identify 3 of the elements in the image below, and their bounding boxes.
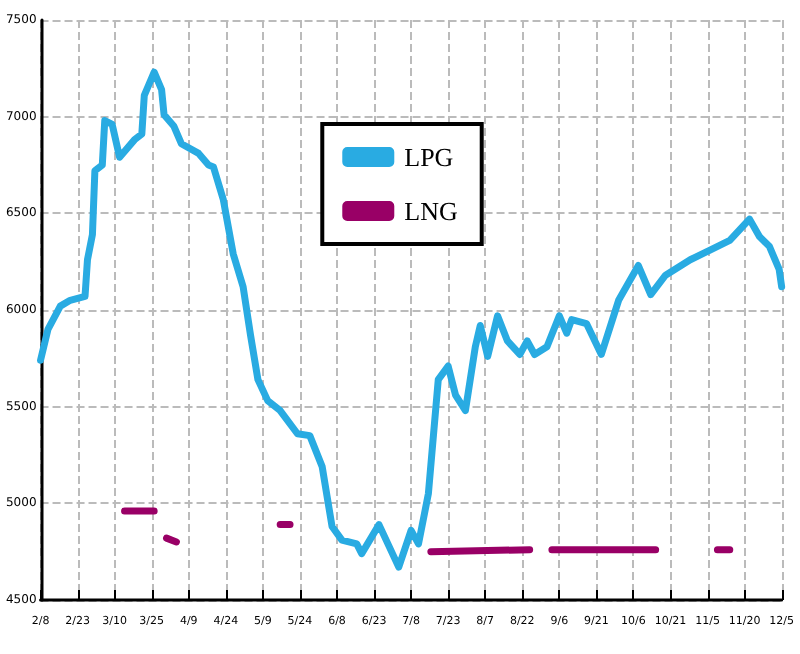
- line-series: [37, 68, 786, 571]
- legend-label: LPG: [404, 142, 454, 172]
- legend-label: LNG: [404, 196, 458, 226]
